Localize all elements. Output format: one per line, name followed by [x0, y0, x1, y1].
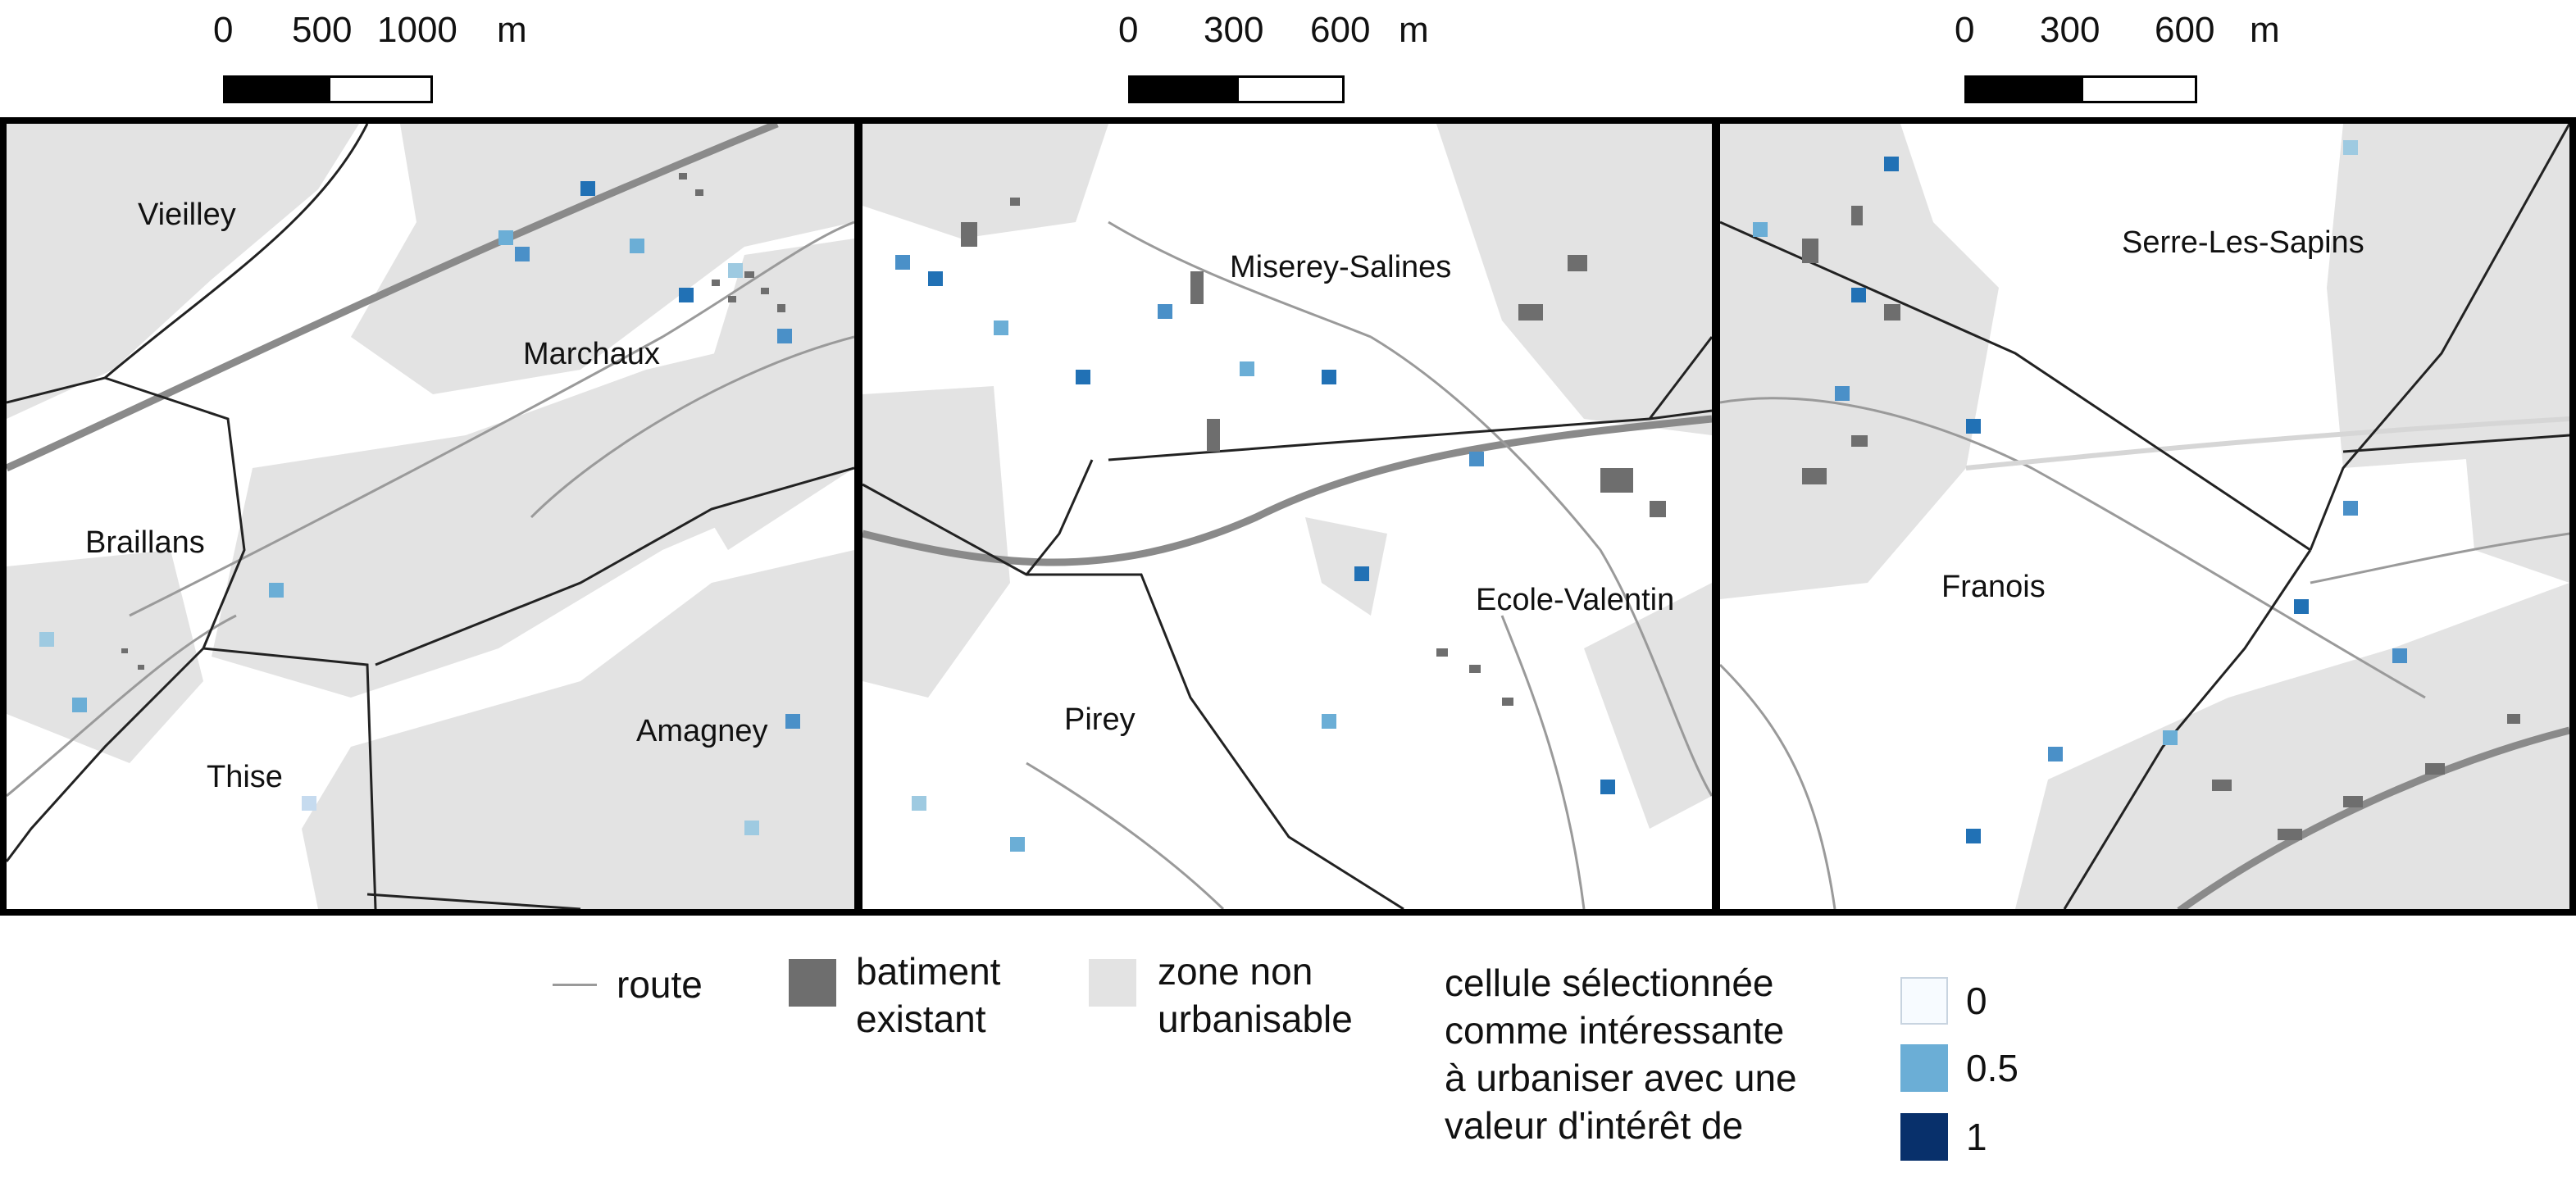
place-label: Serre-Les-Sapins — [2122, 225, 2364, 260]
scalebar-unit: m — [1399, 10, 1429, 50]
scale-swatch-1 — [1900, 1113, 1948, 1161]
map-panel-1: Vieilley Marchaux Braillans Thise Amagne… — [0, 117, 861, 916]
legend-cell-text: comme intéressante — [1445, 1009, 1785, 1052]
scale-label-1: 1 — [1966, 1116, 1987, 1158]
legend-building-label: batiment — [856, 950, 1001, 993]
place-label: Franois — [1941, 570, 2046, 604]
map-panel-3: Serre-Les-Sapins Franois — [1714, 117, 2576, 916]
place-label: Vieilley — [138, 198, 236, 232]
legend-cell-text: à urbaniser avec une — [1445, 1057, 1797, 1099]
scalebar-tick: 500 — [292, 10, 353, 50]
scalebar-bar — [223, 75, 433, 103]
scalebar-tick: 0 — [1118, 10, 1139, 50]
scale-swatch-0 — [1900, 977, 1948, 1025]
place-label: Ecole-Valentin — [1476, 583, 1675, 617]
scalebar-tick: 0 — [1955, 10, 1975, 50]
map-layer — [862, 124, 1712, 909]
scalebar-3: 0 300 600 m — [1955, 0, 2299, 115]
legend-cell-text: valeur d'intérêt de — [1445, 1104, 1744, 1147]
legend-zone-label: zone non — [1158, 950, 1313, 993]
scalebar-tick: 600 — [1310, 10, 1371, 50]
scalebar-bar — [1128, 75, 1345, 103]
scalebar-tick: 300 — [1204, 10, 1264, 50]
legend-zone-label: urbanisable — [1158, 998, 1353, 1040]
legend-cell-text: cellule sélectionnée — [1445, 962, 1774, 1004]
scale-label-0: 0 — [1966, 980, 1987, 1022]
scale-label-half: 0.5 — [1966, 1047, 2018, 1089]
scalebar-tick: 300 — [2040, 10, 2100, 50]
place-label: Thise — [207, 760, 283, 794]
scalebar-unit: m — [497, 10, 527, 50]
road-line-swatch — [553, 984, 597, 986]
scalebar-bar — [1964, 75, 2197, 103]
place-label: Pirey — [1064, 702, 1136, 737]
legend-building-label: existant — [856, 998, 986, 1040]
building-swatch — [789, 959, 836, 1007]
scalebar-tick: 1000 — [377, 10, 457, 50]
map-legend: route batiment existant zone non urbanis… — [0, 943, 2576, 1182]
place-label: Marchaux — [523, 337, 660, 371]
non-urbanisable-swatch — [1089, 959, 1136, 1007]
scalebar-tick: 600 — [2155, 10, 2215, 50]
scalebar-1: 0 500 1000 m — [213, 0, 607, 115]
scale-swatch-half — [1900, 1044, 1948, 1092]
place-label: Amagney — [636, 714, 768, 748]
map-layer — [1720, 124, 2569, 909]
map-panel-2: Miserey-Salines Ecole-Valentin Pirey — [856, 117, 1718, 916]
legend-route-label: route — [617, 963, 703, 1006]
scalebar-tick: 0 — [213, 10, 234, 50]
scalebar-2: 0 300 600 m — [1118, 0, 1463, 115]
place-label: Braillans — [85, 525, 205, 560]
place-label: Miserey-Salines — [1230, 250, 1452, 284]
map-layer — [7, 124, 854, 909]
scalebar-unit: m — [2250, 10, 2280, 50]
